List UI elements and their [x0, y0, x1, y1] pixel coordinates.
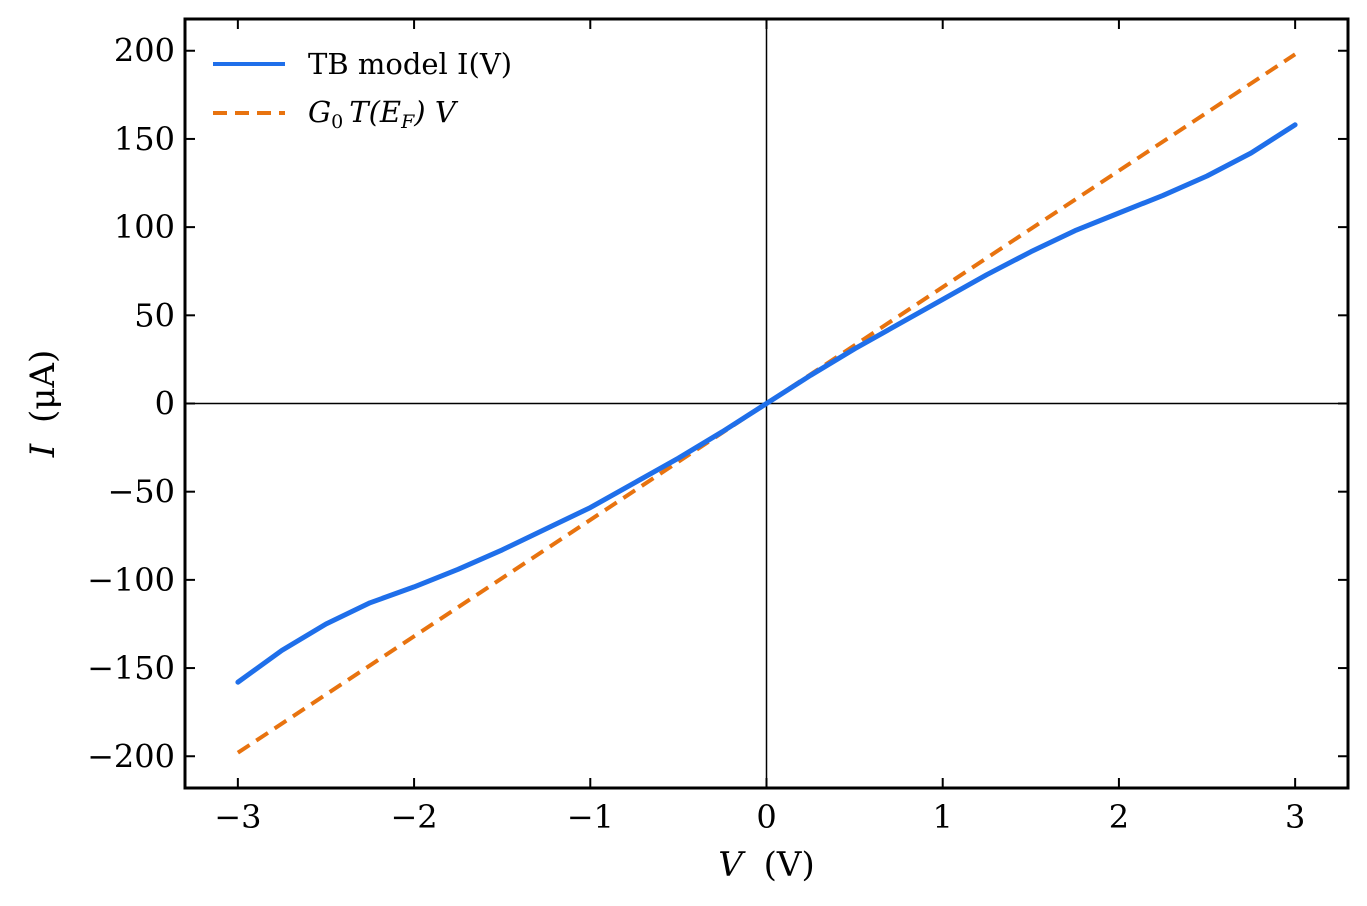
y-tick-label: −150 — [87, 649, 175, 687]
y-tick-label: 150 — [114, 120, 175, 158]
x-tick-label: −2 — [390, 798, 437, 836]
x-axis-label-var: V — [718, 845, 746, 885]
y-tick-label: −200 — [87, 737, 175, 775]
series-layer — [235, 52, 1298, 755]
y-tick-label: 200 — [114, 32, 175, 70]
series-tb-model-line — [235, 122, 1298, 685]
x-tick-label: −3 — [214, 798, 261, 836]
y-tick-label: −50 — [107, 473, 175, 511]
tick-labels: −3 −2 −1 0 1 2 3 −200 −150 −100 −50 0 50 100 150 200 — [87, 32, 1305, 836]
x-axis-label-unit: (V) — [764, 845, 815, 885]
ticks — [185, 19, 1348, 788]
legend-label-tb-model: TB model I(V) — [308, 47, 512, 81]
series-linear-line — [236, 52, 1297, 755]
x-tick-label: 1 — [933, 798, 953, 836]
y-tick-label: −100 — [87, 561, 175, 599]
x-tick-label: 0 — [756, 798, 776, 836]
x-tick-label: 2 — [1109, 798, 1129, 836]
legend-label-linear: G0 T(EF) V — [308, 95, 459, 133]
plot-frame — [183, 17, 1350, 790]
x-tick-label: 3 — [1285, 798, 1305, 836]
x-tick-label: −1 — [567, 798, 614, 836]
y-tick-label: 50 — [134, 296, 175, 334]
x-axis-label: V (V) — [718, 845, 814, 885]
y-tick-label: 0 — [155, 385, 175, 423]
legend: TB model I(V) G0 T(EF) V — [213, 47, 512, 133]
y-axis-label-unit: (μA) — [23, 350, 63, 423]
y-axis-label: I (μA) — [23, 350, 63, 458]
y-axis-label-var: I — [23, 443, 63, 458]
y-tick-label: 100 — [114, 208, 175, 246]
